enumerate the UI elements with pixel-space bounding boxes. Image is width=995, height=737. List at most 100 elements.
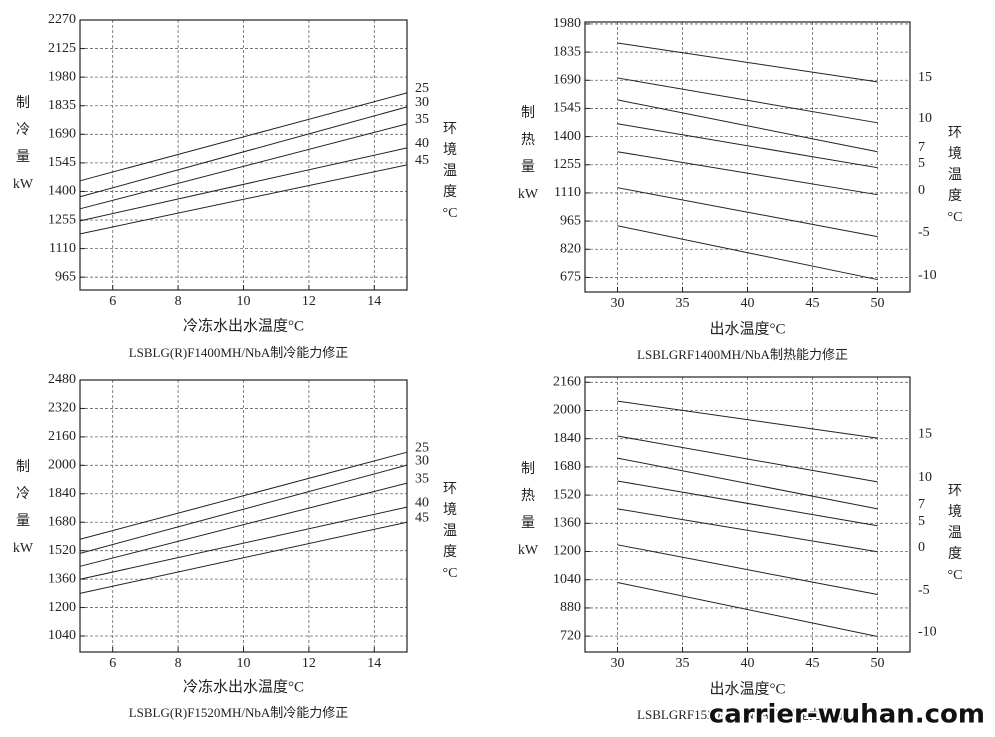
series-label: 35 xyxy=(415,112,429,127)
curve xyxy=(617,508,878,553)
series-label: 45 xyxy=(415,510,429,525)
x-tick-label: 45 xyxy=(806,656,820,671)
y-tick-label: 1680 xyxy=(48,514,76,529)
curve xyxy=(617,187,878,238)
y-axis-label: 量 xyxy=(16,513,30,529)
curve xyxy=(79,164,408,235)
x-tick-label: 6 xyxy=(109,294,116,309)
series-label: 5 xyxy=(918,156,925,171)
x-tick-label: 10 xyxy=(237,656,251,671)
y-tick-label: 1980 xyxy=(553,16,581,31)
y-tick-label: 1255 xyxy=(553,157,581,172)
y-tick-label: 2480 xyxy=(48,372,76,387)
legend-title: 环 xyxy=(948,126,962,141)
curve xyxy=(617,42,878,83)
x-axis-label: 冷冻水出水温度°C xyxy=(183,677,304,695)
x-tick-label: 50 xyxy=(871,656,885,671)
y-axis-label: 制 xyxy=(521,105,535,121)
y-axis-label: 制 xyxy=(16,459,30,475)
y-tick-label: 965 xyxy=(55,269,76,284)
y-axis-label: kW xyxy=(13,177,34,192)
curve xyxy=(79,482,408,567)
legend-title: °C xyxy=(443,566,458,581)
series-label: 30 xyxy=(415,453,429,468)
y-tick-label: 820 xyxy=(560,241,581,256)
y-tick-label: 1360 xyxy=(553,516,581,531)
curve xyxy=(617,99,878,153)
legend-title: 环 xyxy=(443,482,457,497)
x-axis-label: 冷冻水出水温度°C xyxy=(183,316,304,334)
x-tick-label: 12 xyxy=(302,294,316,309)
y-tick-label: 965 xyxy=(560,213,581,228)
x-tick-label: 12 xyxy=(302,656,316,671)
watermark: carrier-wuhan.com xyxy=(709,700,985,730)
legend-title: 度 xyxy=(443,544,457,560)
x-tick-label: 30 xyxy=(611,656,625,671)
series-label: 45 xyxy=(415,153,429,168)
y-axis-label: 热 xyxy=(521,132,535,148)
curve xyxy=(617,457,878,510)
y-axis-label: kW xyxy=(13,541,34,556)
x-tick-label: 14 xyxy=(367,294,381,309)
series-label: 40 xyxy=(415,136,429,151)
y-tick-label: 720 xyxy=(560,628,581,643)
series-label: -10 xyxy=(918,625,937,640)
y-axis-label: 制 xyxy=(16,95,30,111)
legend-title: 温 xyxy=(948,525,962,541)
curve xyxy=(79,464,408,554)
y-tick-label: 1200 xyxy=(48,600,76,615)
series-label: 0 xyxy=(918,183,925,198)
series-label: 25 xyxy=(415,440,429,455)
y-tick-label: 1255 xyxy=(48,212,76,227)
series-label: 15 xyxy=(918,70,932,85)
y-tick-label: 2160 xyxy=(48,429,76,444)
x-tick-label: 35 xyxy=(676,656,690,671)
y-axis-label: kW xyxy=(518,187,539,202)
x-tick-label: 40 xyxy=(741,296,755,311)
y-tick-label: 2125 xyxy=(48,41,76,56)
y-tick-label: 1840 xyxy=(553,431,581,446)
series-label: 10 xyxy=(918,470,932,485)
plot-frame xyxy=(584,21,911,293)
y-tick-label: 1690 xyxy=(48,127,76,142)
legend-title: 温 xyxy=(443,163,457,179)
curve xyxy=(617,151,878,196)
curve xyxy=(617,480,878,527)
y-tick-label: 2000 xyxy=(48,458,76,473)
series-label: -5 xyxy=(918,583,930,598)
series-label: 40 xyxy=(415,495,429,510)
y-tick-label: 1690 xyxy=(553,72,581,87)
caption: LSBLG(R)F1520MH/NbA制冷能力修正 xyxy=(129,705,349,720)
y-tick-label: 2000 xyxy=(553,403,581,418)
y-tick-label: 1400 xyxy=(553,129,581,144)
y-axis-label: 冷 xyxy=(16,486,30,502)
y-tick-label: 2160 xyxy=(553,375,581,390)
plot-frame xyxy=(79,19,408,291)
x-tick-label: 8 xyxy=(175,656,182,671)
series-label: 35 xyxy=(415,471,429,486)
legend-title: 环 xyxy=(948,484,962,499)
x-tick-label: 6 xyxy=(109,656,116,671)
plot-frame xyxy=(79,379,408,653)
series-label: 10 xyxy=(918,111,932,126)
plot-frame xyxy=(584,376,911,653)
y-tick-label: 1840 xyxy=(48,486,76,501)
curve xyxy=(617,123,878,169)
legend-title: 温 xyxy=(948,167,962,183)
series-label: 30 xyxy=(415,95,429,110)
curve xyxy=(79,521,408,594)
series-label: 7 xyxy=(918,497,925,512)
legend-title: °C xyxy=(948,568,963,583)
curve xyxy=(79,106,408,198)
curve xyxy=(79,506,408,580)
y-tick-label: 1200 xyxy=(553,544,581,559)
y-axis-label: 热 xyxy=(521,488,535,504)
series-label: 25 xyxy=(415,81,429,96)
curve xyxy=(79,147,408,222)
y-tick-label: 1520 xyxy=(48,543,76,558)
y-tick-label: 1680 xyxy=(553,459,581,474)
curve xyxy=(617,582,878,637)
legend-title: 环 xyxy=(443,122,457,137)
y-tick-label: 1835 xyxy=(48,98,76,113)
x-tick-label: 10 xyxy=(237,294,251,309)
